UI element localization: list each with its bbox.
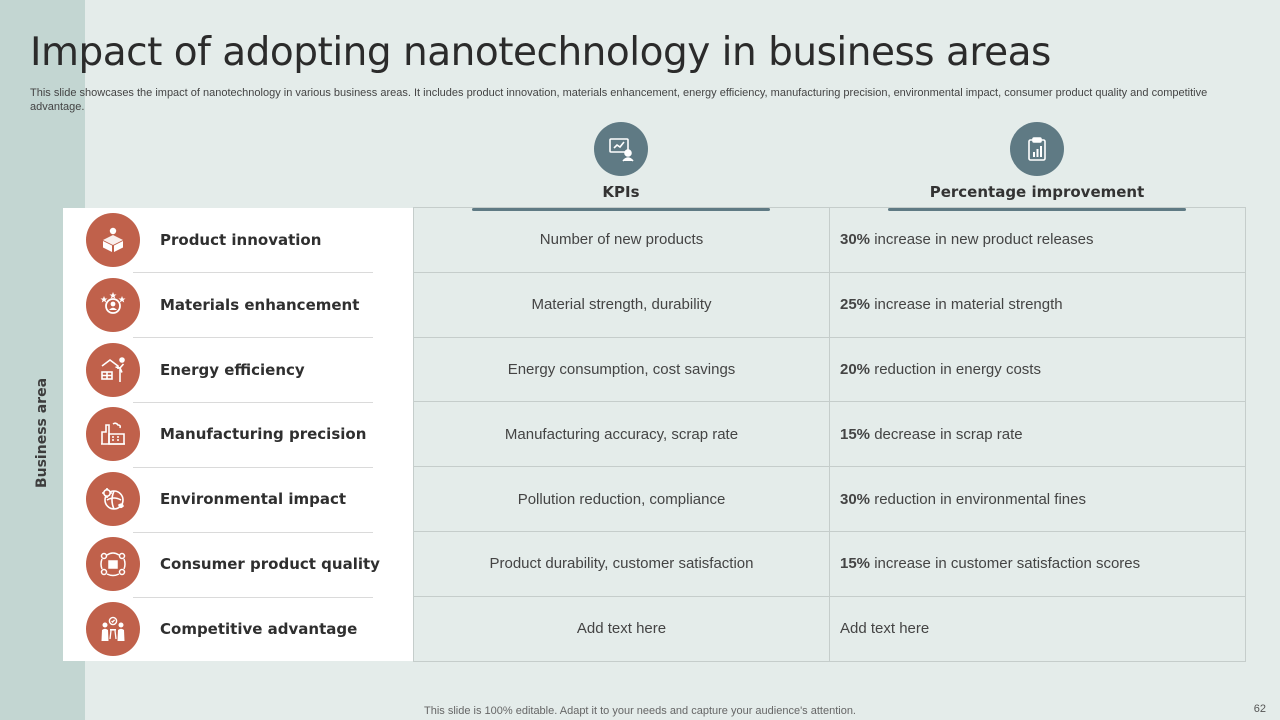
area-name: Environmental impact [160,490,347,509]
area-row-product-innovation: Product innovation [63,208,413,273]
kpi-cell: Product durability, customer satisfactio… [413,530,830,597]
chart-presentation-icon [594,122,648,176]
pct-value: 30% [840,490,871,508]
table-row: Number of new products 30% increase in n… [413,207,1246,273]
product-cycle-icon [86,536,140,591]
pct-value: 15% [840,425,871,443]
pct-value: 30% [840,231,871,249]
area-name: Manufacturing precision [160,425,367,444]
area-row-materials-enhancement: Materials enhancement [63,273,413,338]
slide-subtitle: This slide showcases the impact of nanot… [30,87,1208,113]
kpi-cell: Manufacturing accuracy, scrap rate [413,401,830,468]
row-divider [133,597,373,598]
table-row: Product durability, customer satisfactio… [413,530,1246,597]
slide-title: Impact of adopting nanotechnology in bus… [30,30,1051,75]
solar-wind-icon [86,342,140,397]
pct-cell: 20% reduction in energy costs [829,336,1246,403]
slide-footer: This slide is 100% editable. Adapt it to… [424,705,856,717]
table-row: Pollution reduction, compliance 30% redu… [413,466,1246,532]
pct-value: 20% [840,360,871,378]
pct-text: increase in customer satisfaction scores [870,555,1141,573]
pct-column-label: Percentage improvement [929,183,1145,201]
table-row: Add text here Add text here [413,595,1246,662]
pct-cell: 30% reduction in environmental fines [829,466,1246,532]
business-area-label: Business area [34,377,50,489]
area-row-energy-efficiency: Energy efficiency [63,337,413,402]
row-divider [133,337,373,338]
area-name: Energy efficiency [160,360,305,379]
row-divider [133,272,373,273]
area-name: Product innovation [160,231,322,250]
box-idea-icon [86,213,140,268]
pct-cell: 15% decrease in scrap rate [829,401,1246,468]
pct-text: decrease in scrap rate [870,425,1023,443]
page-number: 62 [1253,703,1266,715]
table-row: Material strength, durability 25% increa… [413,271,1246,338]
row-divider [133,532,373,533]
pct-cell: 30% increase in new product releases [829,207,1246,273]
area-name: Competitive advantage [160,619,358,638]
table-row: Energy consumption, cost savings 20% red… [413,336,1246,403]
pct-text: reduction in energy costs [870,360,1041,378]
pct-text: reduction in environmental fines [870,490,1086,508]
gear-globe-icon [86,472,140,527]
row-divider [133,467,373,468]
business-area-panel: Product innovation Materials enhancement [63,208,413,661]
row-divider [133,402,373,403]
pct-text: increase in material strength [870,296,1063,314]
kpi-cell: Number of new products [413,207,830,273]
pct-cell: 15% increase in customer satisfaction sc… [829,530,1246,597]
area-name: Consumer product quality [160,554,380,573]
area-row-competitive-advantage: Competitive advantage [63,596,413,661]
pct-text: increase in new product releases [870,231,1094,249]
kpi-column-header: KPIs [472,122,770,211]
pct-text: Add text here [840,620,930,638]
table-row: Manufacturing accuracy, scrap rate 15% d… [413,401,1246,468]
area-row-environmental-impact: Environmental impact [63,467,413,532]
kpi-cell: Add text here [413,595,830,662]
area-row-consumer-product-quality: Consumer product quality [63,532,413,597]
area-name: Materials enhancement [160,296,360,315]
pct-cell: 25% increase in material strength [829,271,1246,338]
pct-value: 15% [840,555,871,573]
team-discussion-icon [86,601,140,656]
kpi-column-label: KPIs [602,183,640,201]
pct-cell: Add text here [829,595,1246,662]
kpi-cell: Energy consumption, cost savings [413,336,830,403]
kpi-table: Number of new products 30% increase in n… [413,207,1246,662]
pct-value: 25% [840,296,871,314]
star-person-icon [86,278,140,333]
clipboard-chart-icon [1010,122,1064,176]
area-row-manufacturing-precision: Manufacturing precision [63,402,413,467]
pct-column-header: Percentage improvement [888,122,1186,211]
kpi-cell: Pollution reduction, compliance [413,466,830,532]
factory-icon [86,407,140,462]
kpi-cell: Material strength, durability [413,271,830,338]
